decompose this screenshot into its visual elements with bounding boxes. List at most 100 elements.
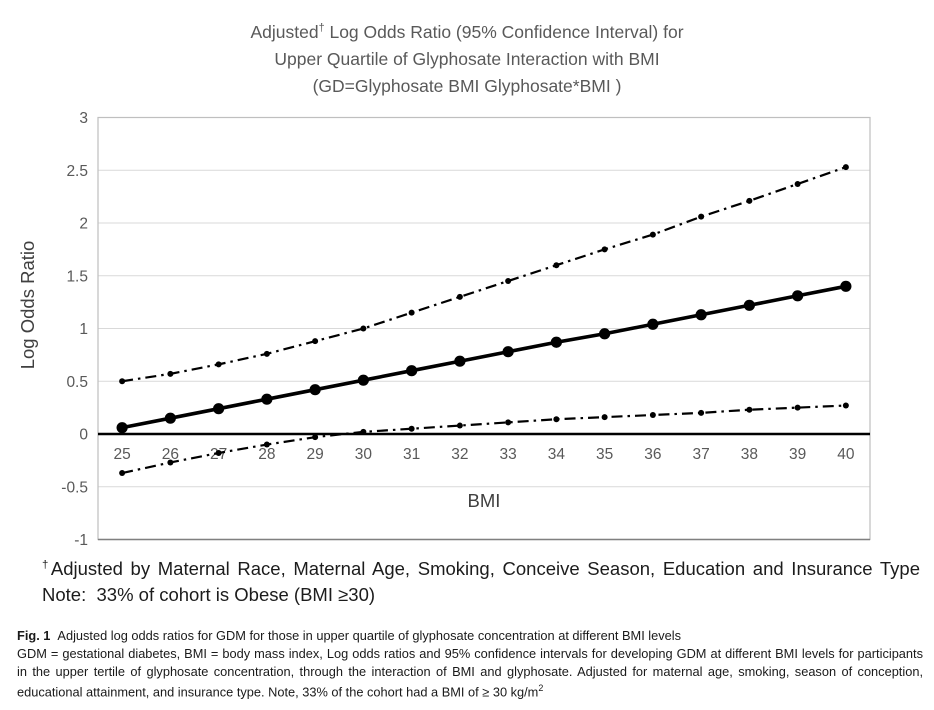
y-tick-label: 3 — [79, 110, 88, 127]
x-tick-label: 36 — [644, 446, 661, 463]
data-point-marker — [698, 213, 705, 220]
data-point-marker — [698, 409, 705, 416]
data-point-marker — [456, 422, 463, 429]
data-point-marker — [647, 318, 659, 330]
y-axis-title: Log Odds Ratio — [17, 240, 38, 370]
data-point-marker — [842, 402, 849, 409]
data-point-marker — [599, 328, 611, 340]
data-point-marker — [164, 412, 176, 424]
data-point-marker — [695, 309, 707, 321]
x-tick-label: 33 — [500, 446, 517, 463]
data-point-marker — [649, 231, 656, 238]
x-axis-tick-labels: 25262728293031323334353637383940 — [114, 446, 855, 463]
x-tick-label: 30 — [355, 446, 373, 463]
data-point-marker — [263, 441, 270, 448]
dagger-superscript: † — [318, 22, 325, 34]
data-point-marker — [794, 180, 801, 187]
x-tick-label: 38 — [741, 446, 758, 463]
data-point-marker — [792, 290, 804, 302]
data-point-marker — [649, 412, 656, 419]
data-point-marker — [743, 299, 755, 311]
data-point-marker — [550, 336, 562, 348]
y-tick-label: 2 — [79, 216, 88, 233]
data-point-marker — [746, 197, 753, 204]
data-point-marker — [312, 434, 319, 441]
data-point-marker — [601, 246, 608, 253]
figure-caption: Fig. 1 Adjusted log odds ratios for GDM f… — [17, 627, 923, 700]
x-tick-label: 40 — [837, 446, 855, 463]
figure-number-label: Fig. 1 — [17, 628, 51, 643]
x-tick-label: 31 — [403, 446, 420, 463]
chart-title-line1-pre: Adjusted — [250, 21, 319, 42]
data-point-marker — [553, 416, 560, 423]
data-point-marker — [261, 393, 273, 405]
data-point-marker — [263, 350, 270, 357]
data-point-marker — [116, 422, 128, 434]
data-point-marker — [842, 164, 849, 171]
data-point-marker — [360, 325, 367, 332]
y-axis-tick-labels: 3 2.5 2 1.5 1 0.5 0 -0.5 -1 — [61, 110, 88, 549]
data-point-marker — [119, 470, 126, 477]
data-point-marker — [840, 280, 852, 292]
chart-title-line-2: Upper Quartile of Glyphosate Interaction… — [274, 48, 660, 69]
chart-title: Adjusted† Log Odds Ratio (95% Confidence… — [10, 15, 924, 100]
series-line-upper-95-ci — [121, 166, 847, 383]
caption-body-text: GDM = gestational diabetes, BMI = body m… — [17, 646, 923, 700]
data-point-marker — [505, 419, 512, 426]
x-tick-label: 39 — [789, 446, 806, 463]
chart-title-line-1: Adjusted† Log Odds Ratio (95% Confidence… — [10, 15, 924, 46]
series-log-odds-ratio — [116, 280, 852, 434]
footnote-adjustment-text: Adjusted by Maternal Race, Maternal Age,… — [50, 558, 920, 580]
y-tick-label: -0.5 — [61, 479, 88, 496]
data-point-marker — [406, 365, 418, 377]
chart-title-line1-post: Log Odds Ratio (95% Confidence Interval)… — [324, 21, 684, 42]
caption-title-line: Fig. 1 Adjusted log odds ratios for GDM f… — [17, 627, 923, 644]
data-point-marker — [553, 262, 560, 269]
series-line-lower-95-ci — [121, 404, 846, 475]
y-tick-label: -1 — [74, 532, 88, 549]
data-point-marker — [408, 309, 415, 316]
x-tick-label: 29 — [307, 446, 324, 463]
y-tick-label: 2.5 — [66, 163, 88, 180]
y-tick-label: 0.5 — [66, 374, 88, 391]
caption-superscript-2: 2 — [538, 682, 544, 693]
data-point-marker — [794, 404, 801, 411]
y-tick-label: 1 — [79, 321, 88, 338]
data-point-marker — [746, 406, 753, 413]
data-point-marker — [119, 378, 126, 385]
gridlines — [98, 117, 870, 540]
series-line-log-odds-ratio — [121, 284, 847, 430]
data-point-marker — [167, 370, 174, 377]
data-point-marker — [360, 428, 367, 435]
data-point-marker — [215, 449, 222, 456]
series-upper-95-ci — [119, 164, 849, 385]
y-tick-label: 0 — [79, 427, 88, 444]
data-point-marker — [408, 425, 415, 432]
caption-body: GDM = gestational diabetes, BMI = body m… — [17, 645, 923, 700]
x-tick-label: 32 — [451, 446, 468, 463]
x-axis-title: BMI — [467, 490, 501, 511]
series-lower-95-ci — [119, 402, 849, 477]
x-tick-label: 28 — [258, 446, 275, 463]
data-point-marker — [215, 361, 222, 368]
x-tick-label: 35 — [596, 446, 613, 463]
y-tick-label: 1.5 — [66, 268, 88, 285]
chart-title-line-3: (GD=Glyphosate BMI Glyphosate*BMI ) — [312, 75, 622, 96]
data-point-marker — [357, 374, 369, 386]
data-point-marker — [309, 384, 321, 396]
x-tick-label: 25 — [114, 446, 131, 463]
dagger-superscript: † — [42, 559, 51, 571]
data-point-marker — [312, 338, 319, 345]
data-point-marker — [213, 403, 225, 415]
data-point-marker — [505, 278, 512, 285]
data-point-marker — [167, 459, 174, 466]
data-point-marker — [454, 355, 466, 367]
x-tick-label: 37 — [693, 446, 710, 463]
footnote-note-line: Note: 33% of cohort is Obese (BMI ≥30) — [42, 584, 376, 606]
x-tick-label: 34 — [548, 446, 566, 463]
x-tick-label: 26 — [162, 446, 179, 463]
data-point-marker — [601, 414, 608, 421]
caption-title-text: Adjusted log odds ratios for GDM for tho… — [57, 628, 682, 643]
